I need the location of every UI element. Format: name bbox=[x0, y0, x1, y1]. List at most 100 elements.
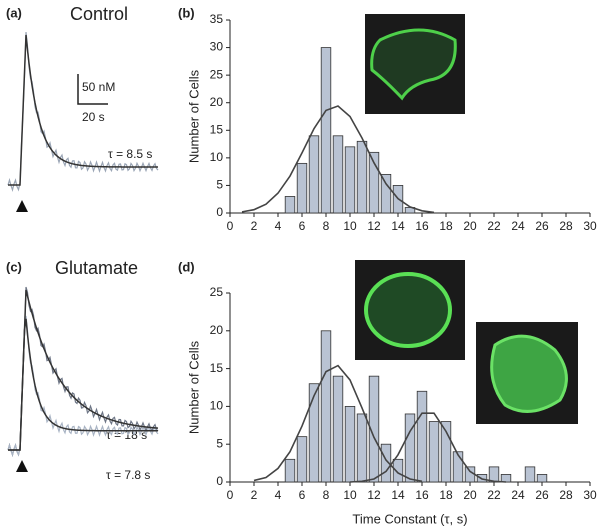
x-tick-label: 30 bbox=[583, 219, 597, 233]
panel-label: (d) bbox=[178, 259, 195, 274]
scale-bar bbox=[77, 74, 108, 105]
x-tick-label: 28 bbox=[559, 488, 573, 502]
stimulus-arrow bbox=[16, 200, 28, 212]
x-tick-label: 12 bbox=[367, 219, 381, 233]
bar bbox=[320, 330, 332, 483]
x-tick-label: 26 bbox=[535, 219, 549, 233]
y-tick-label: 10 bbox=[210, 150, 224, 164]
bar bbox=[380, 173, 392, 214]
x-tick-label: 14 bbox=[391, 488, 405, 502]
x-tick-label: 0 bbox=[227, 219, 234, 233]
x-tick-label: 14 bbox=[391, 219, 405, 233]
bar bbox=[452, 451, 464, 483]
x-tick-label: 8 bbox=[323, 488, 330, 502]
x-tick-label: 2 bbox=[251, 488, 258, 502]
panel-label: (a) bbox=[6, 5, 22, 20]
y-tick-label: 20 bbox=[210, 95, 224, 109]
bar bbox=[344, 146, 356, 214]
x-tick-label: 22 bbox=[487, 219, 501, 233]
scale-label: 20 s bbox=[82, 110, 105, 124]
bar bbox=[296, 162, 308, 214]
y-tick-label: 0 bbox=[216, 474, 223, 488]
x-tick-label: 8 bbox=[323, 219, 330, 233]
y-tick-label: 15 bbox=[210, 122, 224, 136]
panel-title: Glutamate bbox=[55, 258, 138, 278]
fit-curve bbox=[253, 364, 423, 483]
y-tick-label: 25 bbox=[210, 285, 224, 299]
bar bbox=[284, 196, 296, 214]
x-tick-label: 26 bbox=[535, 488, 549, 502]
bar bbox=[536, 474, 548, 483]
annotation: τ = 7.8 s bbox=[106, 468, 150, 482]
stimulus-arrow bbox=[16, 460, 28, 472]
bar bbox=[488, 466, 500, 483]
x-tick-label: 4 bbox=[275, 488, 282, 502]
x-axis-label: Time Constant (τ, s) bbox=[352, 511, 467, 526]
x-tick-label: 4 bbox=[275, 219, 282, 233]
x-tick-label: 30 bbox=[583, 488, 597, 502]
x-tick-label: 16 bbox=[415, 219, 429, 233]
y-tick-label: 10 bbox=[210, 399, 224, 413]
x-tick-label: 6 bbox=[299, 488, 306, 502]
annotation: τ = 8.5 s bbox=[108, 147, 152, 161]
bar bbox=[524, 466, 536, 483]
panel-label: (b) bbox=[178, 5, 195, 20]
x-tick-label: 12 bbox=[367, 488, 381, 502]
micrograph bbox=[365, 14, 465, 114]
x-tick-label: 16 bbox=[415, 488, 429, 502]
y-tick-label: 5 bbox=[216, 178, 223, 192]
x-tick-label: 18 bbox=[439, 219, 453, 233]
trace-line bbox=[8, 34, 159, 186]
bar bbox=[380, 443, 392, 483]
y-axis-label: Number of Cells bbox=[186, 340, 201, 434]
bar bbox=[320, 47, 332, 214]
micrograph bbox=[476, 322, 578, 424]
bar bbox=[404, 413, 416, 483]
bar bbox=[344, 405, 356, 483]
y-tick-label: 20 bbox=[210, 323, 224, 337]
annotation: τ = 18 s bbox=[106, 428, 147, 442]
y-tick-label: 25 bbox=[210, 67, 224, 81]
y-tick-label: 15 bbox=[210, 361, 224, 375]
scale-label: 50 nM bbox=[82, 80, 115, 94]
bar bbox=[356, 413, 368, 483]
bar bbox=[308, 383, 320, 483]
x-tick-label: 20 bbox=[463, 488, 477, 502]
x-tick-label: 0 bbox=[227, 488, 234, 502]
trace-line bbox=[8, 318, 158, 451]
y-tick-label: 0 bbox=[216, 205, 223, 219]
fit-curve bbox=[349, 412, 507, 483]
x-tick-label: 20 bbox=[463, 219, 477, 233]
bar bbox=[284, 458, 296, 483]
x-tick-label: 2 bbox=[251, 219, 258, 233]
bar bbox=[368, 151, 380, 214]
x-tick-label: 24 bbox=[511, 488, 525, 502]
micrograph bbox=[355, 260, 465, 360]
y-axis-label: Number of Cells bbox=[186, 69, 201, 163]
bar bbox=[440, 421, 452, 483]
y-tick-label: 30 bbox=[210, 40, 224, 54]
bar bbox=[356, 140, 368, 214]
trace-line bbox=[8, 289, 159, 451]
y-tick-label: 35 bbox=[210, 12, 224, 26]
bar bbox=[500, 474, 512, 483]
x-tick-label: 10 bbox=[343, 219, 357, 233]
y-tick-label: 5 bbox=[216, 436, 223, 450]
x-tick-label: 24 bbox=[511, 219, 525, 233]
x-tick-label: 22 bbox=[487, 488, 501, 502]
bar bbox=[332, 375, 344, 483]
x-tick-label: 10 bbox=[343, 488, 357, 502]
panel-label: (c) bbox=[6, 259, 22, 274]
bar bbox=[296, 436, 308, 483]
bar bbox=[332, 135, 344, 214]
bar bbox=[308, 135, 320, 214]
x-tick-label: 28 bbox=[559, 219, 573, 233]
bar bbox=[428, 421, 440, 483]
bar bbox=[392, 458, 404, 483]
fit-curve bbox=[241, 105, 435, 214]
x-tick-label: 18 bbox=[439, 488, 453, 502]
x-tick-label: 6 bbox=[299, 219, 306, 233]
panel-title: Control bbox=[70, 4, 128, 24]
bar bbox=[368, 375, 380, 483]
